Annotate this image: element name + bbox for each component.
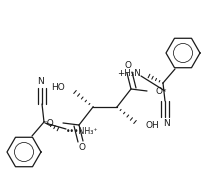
Text: ⁻O: ⁻O (42, 118, 54, 127)
Text: •••NH₃⁺: •••NH₃⁺ (66, 127, 99, 137)
Text: O: O (79, 143, 85, 152)
Text: N: N (38, 78, 44, 87)
Text: +H₃N: +H₃N (117, 69, 141, 78)
Text: O⁻: O⁻ (156, 87, 168, 95)
Text: OH: OH (145, 122, 159, 131)
Text: O: O (124, 61, 132, 70)
Text: N: N (163, 118, 169, 127)
Text: HO: HO (51, 83, 65, 92)
